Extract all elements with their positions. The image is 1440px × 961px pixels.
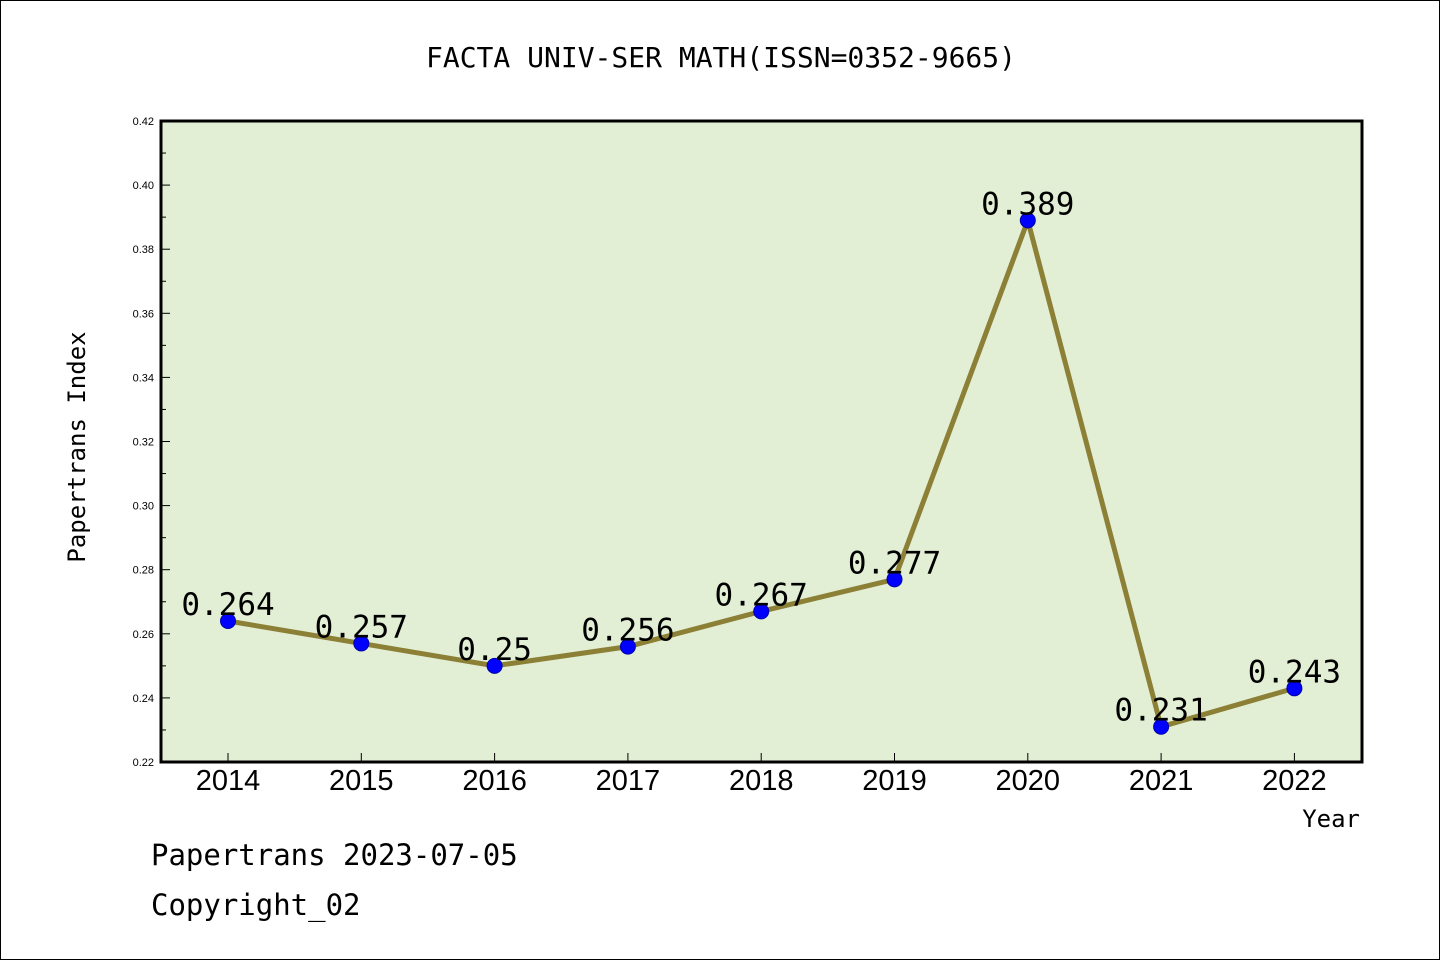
data-label: 0.243 [1248, 654, 1341, 690]
x-tick-label: 2017 [596, 765, 661, 797]
series: 0.264 0.257 0.25 0.256 0.267 0.277 0.389 0.231 0… [181, 186, 1341, 735]
x-tick-label: 2018 [729, 765, 794, 797]
y-tick-label: 0.40 [133, 180, 154, 192]
data-label: 0.277 [848, 545, 941, 581]
data-point [353, 635, 370, 652]
data-point [1153, 718, 1170, 735]
data-label: 0.264 [181, 587, 274, 623]
data-point [220, 612, 236, 629]
y-tick-label: 0.24 [133, 693, 154, 705]
data-point [486, 657, 503, 674]
chart-title: FACTA UNIV-SER MATH(ISSN=0352-9665) [426, 41, 1016, 74]
data-point [1019, 212, 1036, 229]
x-tick-label: 2022 [1262, 765, 1327, 797]
footer-copyright: Copyright_02 [151, 888, 361, 923]
data-point [886, 571, 903, 588]
footer-date: Papertrans 2023-07-05 [151, 838, 518, 872]
y-tick-label: 0.22 [133, 757, 154, 769]
plot-area [159, 119, 1364, 764]
x-tick-label: 2014 [196, 765, 261, 797]
data-point [1286, 680, 1303, 697]
data-label: 0.389 [981, 186, 1074, 222]
y-axis: 0.22 0.24 0.26 0.28 0.30 0.32 0.34 0.36 0.38 0.40… [133, 116, 170, 769]
y-tick-label: 0.42 [133, 116, 154, 128]
x-tick-label: 2020 [996, 765, 1061, 797]
data-point [619, 638, 636, 655]
y-tick-label: 0.36 [133, 308, 154, 320]
y-tick-label: 0.34 [133, 372, 154, 384]
x-tick-label: 2021 [1129, 765, 1194, 797]
x-axis: 2014 2015 2016 2017 2018 2019 2020 2021 2022 [196, 753, 1327, 797]
data-label: 0.231 [1114, 693, 1207, 729]
data-point [753, 603, 770, 620]
x-axis-label: Year [1302, 805, 1360, 833]
data-label: 0.267 [715, 577, 808, 613]
y-tick-label: 0.32 [133, 437, 154, 449]
y-tick-label: 0.28 [133, 565, 154, 577]
y-axis-label: Papertrans Index [63, 331, 91, 562]
data-label: 0.257 [315, 609, 408, 645]
x-tick-label: 2019 [862, 765, 927, 797]
data-label: 0.25 [457, 632, 532, 668]
x-tick-label: 2016 [462, 765, 527, 797]
y-tick-label: 0.30 [133, 501, 154, 513]
y-tick-label: 0.38 [133, 244, 154, 256]
y-tick-label: 0.26 [133, 629, 154, 641]
x-tick-label: 2015 [329, 765, 394, 797]
data-label: 0.256 [581, 613, 674, 649]
